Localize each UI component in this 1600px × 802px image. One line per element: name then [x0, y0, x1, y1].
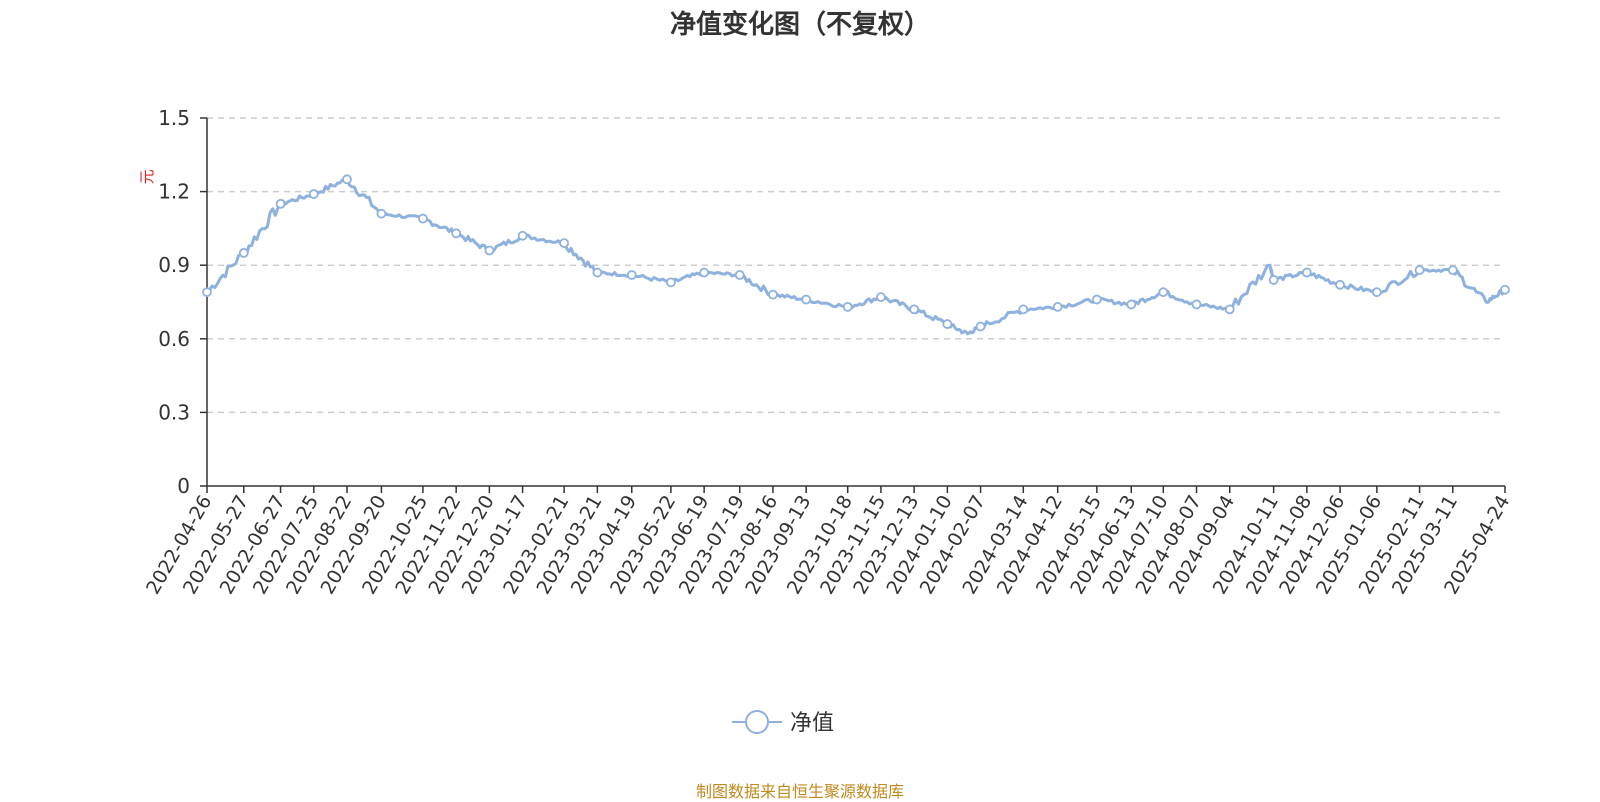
data-point-marker[interactable]	[909, 304, 920, 315]
data-point-marker[interactable]	[842, 302, 853, 312]
data-point-marker[interactable]	[1447, 265, 1458, 276]
data-point-marker[interactable]	[1158, 287, 1169, 298]
data-point-marker[interactable]	[626, 270, 637, 280]
data-point-marker[interactable]	[1301, 267, 1312, 278]
data-point-marker[interactable]	[1224, 304, 1235, 315]
data-point-marker[interactable]	[699, 267, 710, 278]
series-markers[interactable]	[202, 174, 1510, 332]
data-point-marker[interactable]	[451, 228, 462, 239]
data-point-marker[interactable]	[1091, 294, 1102, 305]
y-tick-label: 0.9	[158, 253, 190, 277]
data-point-marker[interactable]	[238, 248, 249, 258]
data-point-marker[interactable]	[801, 294, 812, 305]
data-point-marker[interactable]	[484, 245, 495, 256]
y-tick-label: 0.6	[158, 327, 190, 351]
data-point-marker[interactable]	[1191, 299, 1202, 310]
data-point-marker[interactable]	[666, 277, 676, 288]
data-point-marker[interactable]	[768, 289, 778, 300]
net-value-line	[205, 177, 1507, 336]
data-point-marker[interactable]	[1268, 275, 1279, 285]
grid-lines	[207, 117, 1500, 414]
data-point-marker[interactable]	[734, 270, 745, 280]
series-line-group	[205, 177, 1507, 336]
data-point-marker[interactable]	[559, 238, 570, 249]
y-tick-label: 0.3	[158, 400, 190, 424]
legend[interactable]: 净值	[732, 710, 834, 736]
data-point-marker[interactable]	[1500, 284, 1510, 295]
legend-circle-icon	[745, 710, 769, 734]
data-point-marker[interactable]	[1414, 265, 1425, 276]
data-point-marker[interactable]	[1018, 304, 1029, 315]
data-point-marker[interactable]	[592, 267, 603, 278]
data-point-marker[interactable]	[1371, 287, 1382, 298]
data-point-marker[interactable]	[275, 198, 286, 209]
data-point-marker[interactable]	[376, 208, 387, 219]
y-tick-label: 0	[177, 474, 190, 498]
data-point-marker[interactable]	[342, 174, 352, 185]
data-point-marker[interactable]	[308, 189, 319, 199]
data-point-marker[interactable]	[975, 321, 986, 332]
data-point-marker[interactable]	[942, 319, 953, 329]
data-point-marker[interactable]	[1126, 299, 1137, 310]
data-point-marker[interactable]	[876, 292, 886, 302]
y-axis-unit-label: 元	[138, 169, 156, 184]
data-source-note: 制图数据来自恒生聚源数据库	[695, 782, 904, 801]
legend-label[interactable]: 净值	[790, 711, 834, 736]
data-point-marker[interactable]	[1052, 302, 1063, 312]
data-point-marker[interactable]	[1335, 279, 1345, 290]
data-point-marker[interactable]	[418, 213, 428, 224]
data-point-marker[interactable]	[517, 230, 528, 241]
chart-title: 净值变化图（不复权）	[669, 10, 930, 40]
data-point-marker[interactable]	[202, 287, 212, 298]
y-tick-label: 1.2	[158, 180, 190, 204]
y-tick-label: 1.5	[158, 106, 190, 130]
